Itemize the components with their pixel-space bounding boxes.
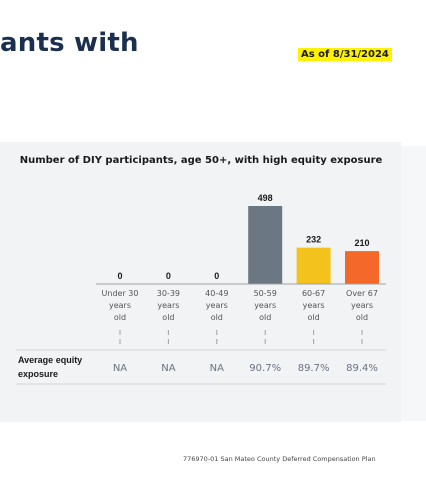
bar-value-label: 498 xyxy=(258,193,273,203)
panel-shadow xyxy=(401,146,426,421)
x-tick-label: years xyxy=(206,301,228,310)
x-tick-label: old xyxy=(356,313,368,322)
bar-value-label: 0 xyxy=(166,271,171,281)
x-tick-label: years xyxy=(157,301,179,310)
equity-exposure-value: NA xyxy=(113,363,127,374)
bar xyxy=(248,206,283,284)
equity-exposure-value: NA xyxy=(210,363,224,374)
bar xyxy=(296,247,331,284)
bar-value-label: 210 xyxy=(354,238,369,248)
row-label: exposure xyxy=(18,369,58,379)
equity-exposure-value: 89.4% xyxy=(346,363,378,374)
x-tick-label: old xyxy=(307,313,319,322)
x-tick-label: Under 30 xyxy=(102,289,139,298)
equity-exposure-value: 90.7% xyxy=(249,363,281,374)
x-tick-label: 60-67 xyxy=(302,289,325,298)
x-tick-label: old xyxy=(259,313,271,322)
chart-panel: Number of DIY participants, age 50+, wit… xyxy=(0,142,401,422)
x-tick-label: 40-49 xyxy=(205,289,228,298)
bar xyxy=(345,251,379,284)
x-tick-label: Over 67 xyxy=(346,289,378,298)
row-label: Average equity xyxy=(18,355,82,365)
x-tick-label: years xyxy=(109,301,131,310)
x-tick-label: years xyxy=(351,301,373,310)
as-of-date-badge: As of 8/31/2024 xyxy=(298,48,392,61)
x-tick-label: old xyxy=(114,313,126,322)
x-tick-label: old xyxy=(162,313,174,322)
x-tick-label: years xyxy=(254,301,276,310)
x-tick-label: years xyxy=(303,301,325,310)
x-tick-label: 50-59 xyxy=(254,289,277,298)
footer-text: 776970-01 San Mateo County Deferred Comp… xyxy=(183,455,376,463)
bar-chart: Number of DIY participants, age 50+, wit… xyxy=(16,155,386,385)
x-tick-label: old xyxy=(211,313,223,322)
bar-value-label: 232 xyxy=(306,235,321,245)
bar-value-label: 0 xyxy=(214,271,219,281)
page-title-fragment: ants with xyxy=(0,28,139,58)
chart-title: Number of DIY participants, age 50+, wit… xyxy=(20,155,383,166)
equity-exposure-value: 89.7% xyxy=(298,363,330,374)
x-tick-label: 30-39 xyxy=(157,289,180,298)
equity-exposure-value: NA xyxy=(161,363,175,374)
bar-value-label: 0 xyxy=(117,271,122,281)
